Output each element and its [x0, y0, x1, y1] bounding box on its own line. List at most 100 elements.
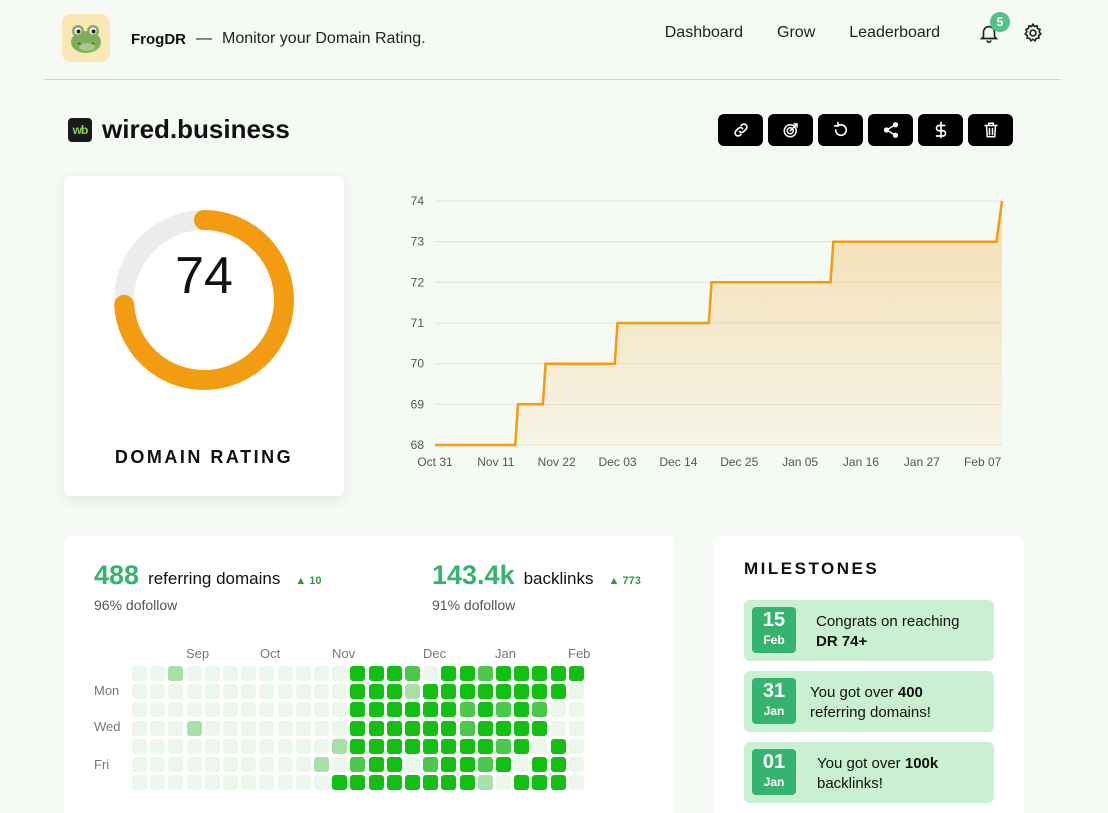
- heatmap-cell[interactable]: [441, 684, 457, 700]
- heatmap-cell[interactable]: [314, 757, 329, 772]
- heatmap-cell[interactable]: [277, 666, 293, 681]
- pricing-button[interactable]: [918, 114, 963, 146]
- heatmap-cell[interactable]: [350, 738, 366, 754]
- heatmap-cell[interactable]: [423, 775, 439, 791]
- heatmap-cell[interactable]: [132, 702, 147, 718]
- heatmap-cell[interactable]: [204, 775, 220, 791]
- heatmap-cell[interactable]: [132, 738, 147, 754]
- heatmap-cell[interactable]: [295, 775, 311, 791]
- heatmap-cell[interactable]: [496, 720, 511, 736]
- heatmap-cell[interactable]: [386, 738, 402, 754]
- heatmap-cell[interactable]: [295, 720, 311, 736]
- heatmap-cell[interactable]: [314, 666, 329, 681]
- heatmap-cell[interactable]: [532, 775, 548, 791]
- heatmap-cell[interactable]: [168, 702, 184, 718]
- heatmap-cell[interactable]: [550, 702, 566, 718]
- heatmap-cell[interactable]: [186, 702, 202, 718]
- heatmap-cell[interactable]: [223, 666, 238, 681]
- heatmap-cell[interactable]: [441, 738, 457, 754]
- heatmap-cell[interactable]: [550, 684, 566, 700]
- heatmap-cell[interactable]: [368, 684, 384, 700]
- heatmap-cell[interactable]: [295, 666, 311, 681]
- heatmap-cell[interactable]: [168, 720, 184, 736]
- heatmap-cell[interactable]: [496, 757, 511, 772]
- heatmap-cell[interactable]: [186, 684, 202, 700]
- heatmap-cell[interactable]: [295, 738, 311, 754]
- heatmap-cell[interactable]: [423, 720, 439, 736]
- heatmap-cell[interactable]: [459, 738, 475, 754]
- heatmap-cell[interactable]: [368, 738, 384, 754]
- heatmap-cell[interactable]: [150, 738, 166, 754]
- heatmap-cell[interactable]: [259, 666, 275, 681]
- heatmap-cell[interactable]: [441, 666, 457, 681]
- heatmap-cell[interactable]: [405, 666, 420, 681]
- heatmap-cell[interactable]: [223, 775, 238, 791]
- share-button[interactable]: [868, 114, 913, 146]
- heatmap-cell[interactable]: [150, 702, 166, 718]
- heatmap-cell[interactable]: [132, 666, 147, 681]
- heatmap-cell[interactable]: [223, 757, 238, 772]
- heatmap-cell[interactable]: [477, 702, 493, 718]
- heatmap-cell[interactable]: [204, 720, 220, 736]
- heatmap-cell[interactable]: [241, 775, 257, 791]
- heatmap-cell[interactable]: [186, 775, 202, 791]
- heatmap-cell[interactable]: [441, 757, 457, 772]
- heatmap-cell[interactable]: [568, 702, 584, 718]
- heatmap-cell[interactable]: [150, 757, 166, 772]
- heatmap-cell[interactable]: [405, 738, 420, 754]
- heatmap-cell[interactable]: [496, 702, 511, 718]
- delete-button[interactable]: [968, 114, 1013, 146]
- heatmap-cell[interactable]: [405, 684, 420, 700]
- heatmap-cell[interactable]: [368, 666, 384, 681]
- heatmap-cell[interactable]: [223, 738, 238, 754]
- heatmap-cell[interactable]: [496, 666, 511, 681]
- heatmap-cell[interactable]: [496, 684, 511, 700]
- heatmap-cell[interactable]: [277, 720, 293, 736]
- heatmap-cell[interactable]: [568, 775, 584, 791]
- heatmap-cell[interactable]: [186, 666, 202, 681]
- heatmap-cell[interactable]: [332, 666, 348, 681]
- heatmap-cell[interactable]: [441, 720, 457, 736]
- heatmap-cell[interactable]: [314, 684, 329, 700]
- heatmap-cell[interactable]: [514, 720, 530, 736]
- heatmap-cell[interactable]: [550, 738, 566, 754]
- nav-grow[interactable]: Grow: [777, 24, 816, 41]
- heatmap-cell[interactable]: [514, 702, 530, 718]
- heatmap-cell[interactable]: [132, 757, 147, 772]
- heatmap-cell[interactable]: [568, 666, 584, 681]
- heatmap-cell[interactable]: [332, 775, 348, 791]
- heatmap-cell[interactable]: [332, 757, 348, 772]
- nav-leaderboard[interactable]: Leaderboard: [849, 24, 940, 41]
- heatmap-cell[interactable]: [423, 684, 439, 700]
- heatmap-cell[interactable]: [295, 702, 311, 718]
- heatmap-cell[interactable]: [132, 775, 147, 791]
- heatmap-cell[interactable]: [277, 702, 293, 718]
- heatmap-cell[interactable]: [332, 684, 348, 700]
- heatmap-cell[interactable]: [223, 684, 238, 700]
- heatmap-cell[interactable]: [241, 702, 257, 718]
- frog-logo[interactable]: [62, 14, 110, 62]
- heatmap-cell[interactable]: [295, 684, 311, 700]
- copy-link-button[interactable]: [718, 114, 763, 146]
- heatmap-cell[interactable]: [186, 720, 202, 736]
- heatmap-cell[interactable]: [532, 757, 548, 772]
- heatmap-cell[interactable]: [459, 666, 475, 681]
- heatmap-cell[interactable]: [368, 702, 384, 718]
- heatmap-cell[interactable]: [368, 720, 384, 736]
- heatmap-cell[interactable]: [441, 702, 457, 718]
- heatmap-cell[interactable]: [532, 666, 548, 681]
- heatmap-cell[interactable]: [459, 757, 475, 772]
- heatmap-cell[interactable]: [314, 702, 329, 718]
- heatmap-cell[interactable]: [568, 757, 584, 772]
- heatmap-cell[interactable]: [477, 775, 493, 791]
- heatmap-cell[interactable]: [423, 757, 439, 772]
- heatmap-cell[interactable]: [204, 757, 220, 772]
- heatmap-cell[interactable]: [532, 738, 548, 754]
- heatmap-cell[interactable]: [405, 757, 420, 772]
- heatmap-cell[interactable]: [259, 775, 275, 791]
- heatmap-cell[interactable]: [259, 702, 275, 718]
- heatmap-cell[interactable]: [386, 720, 402, 736]
- heatmap-cell[interactable]: [277, 738, 293, 754]
- heatmap-cell[interactable]: [241, 666, 257, 681]
- heatmap-cell[interactable]: [150, 775, 166, 791]
